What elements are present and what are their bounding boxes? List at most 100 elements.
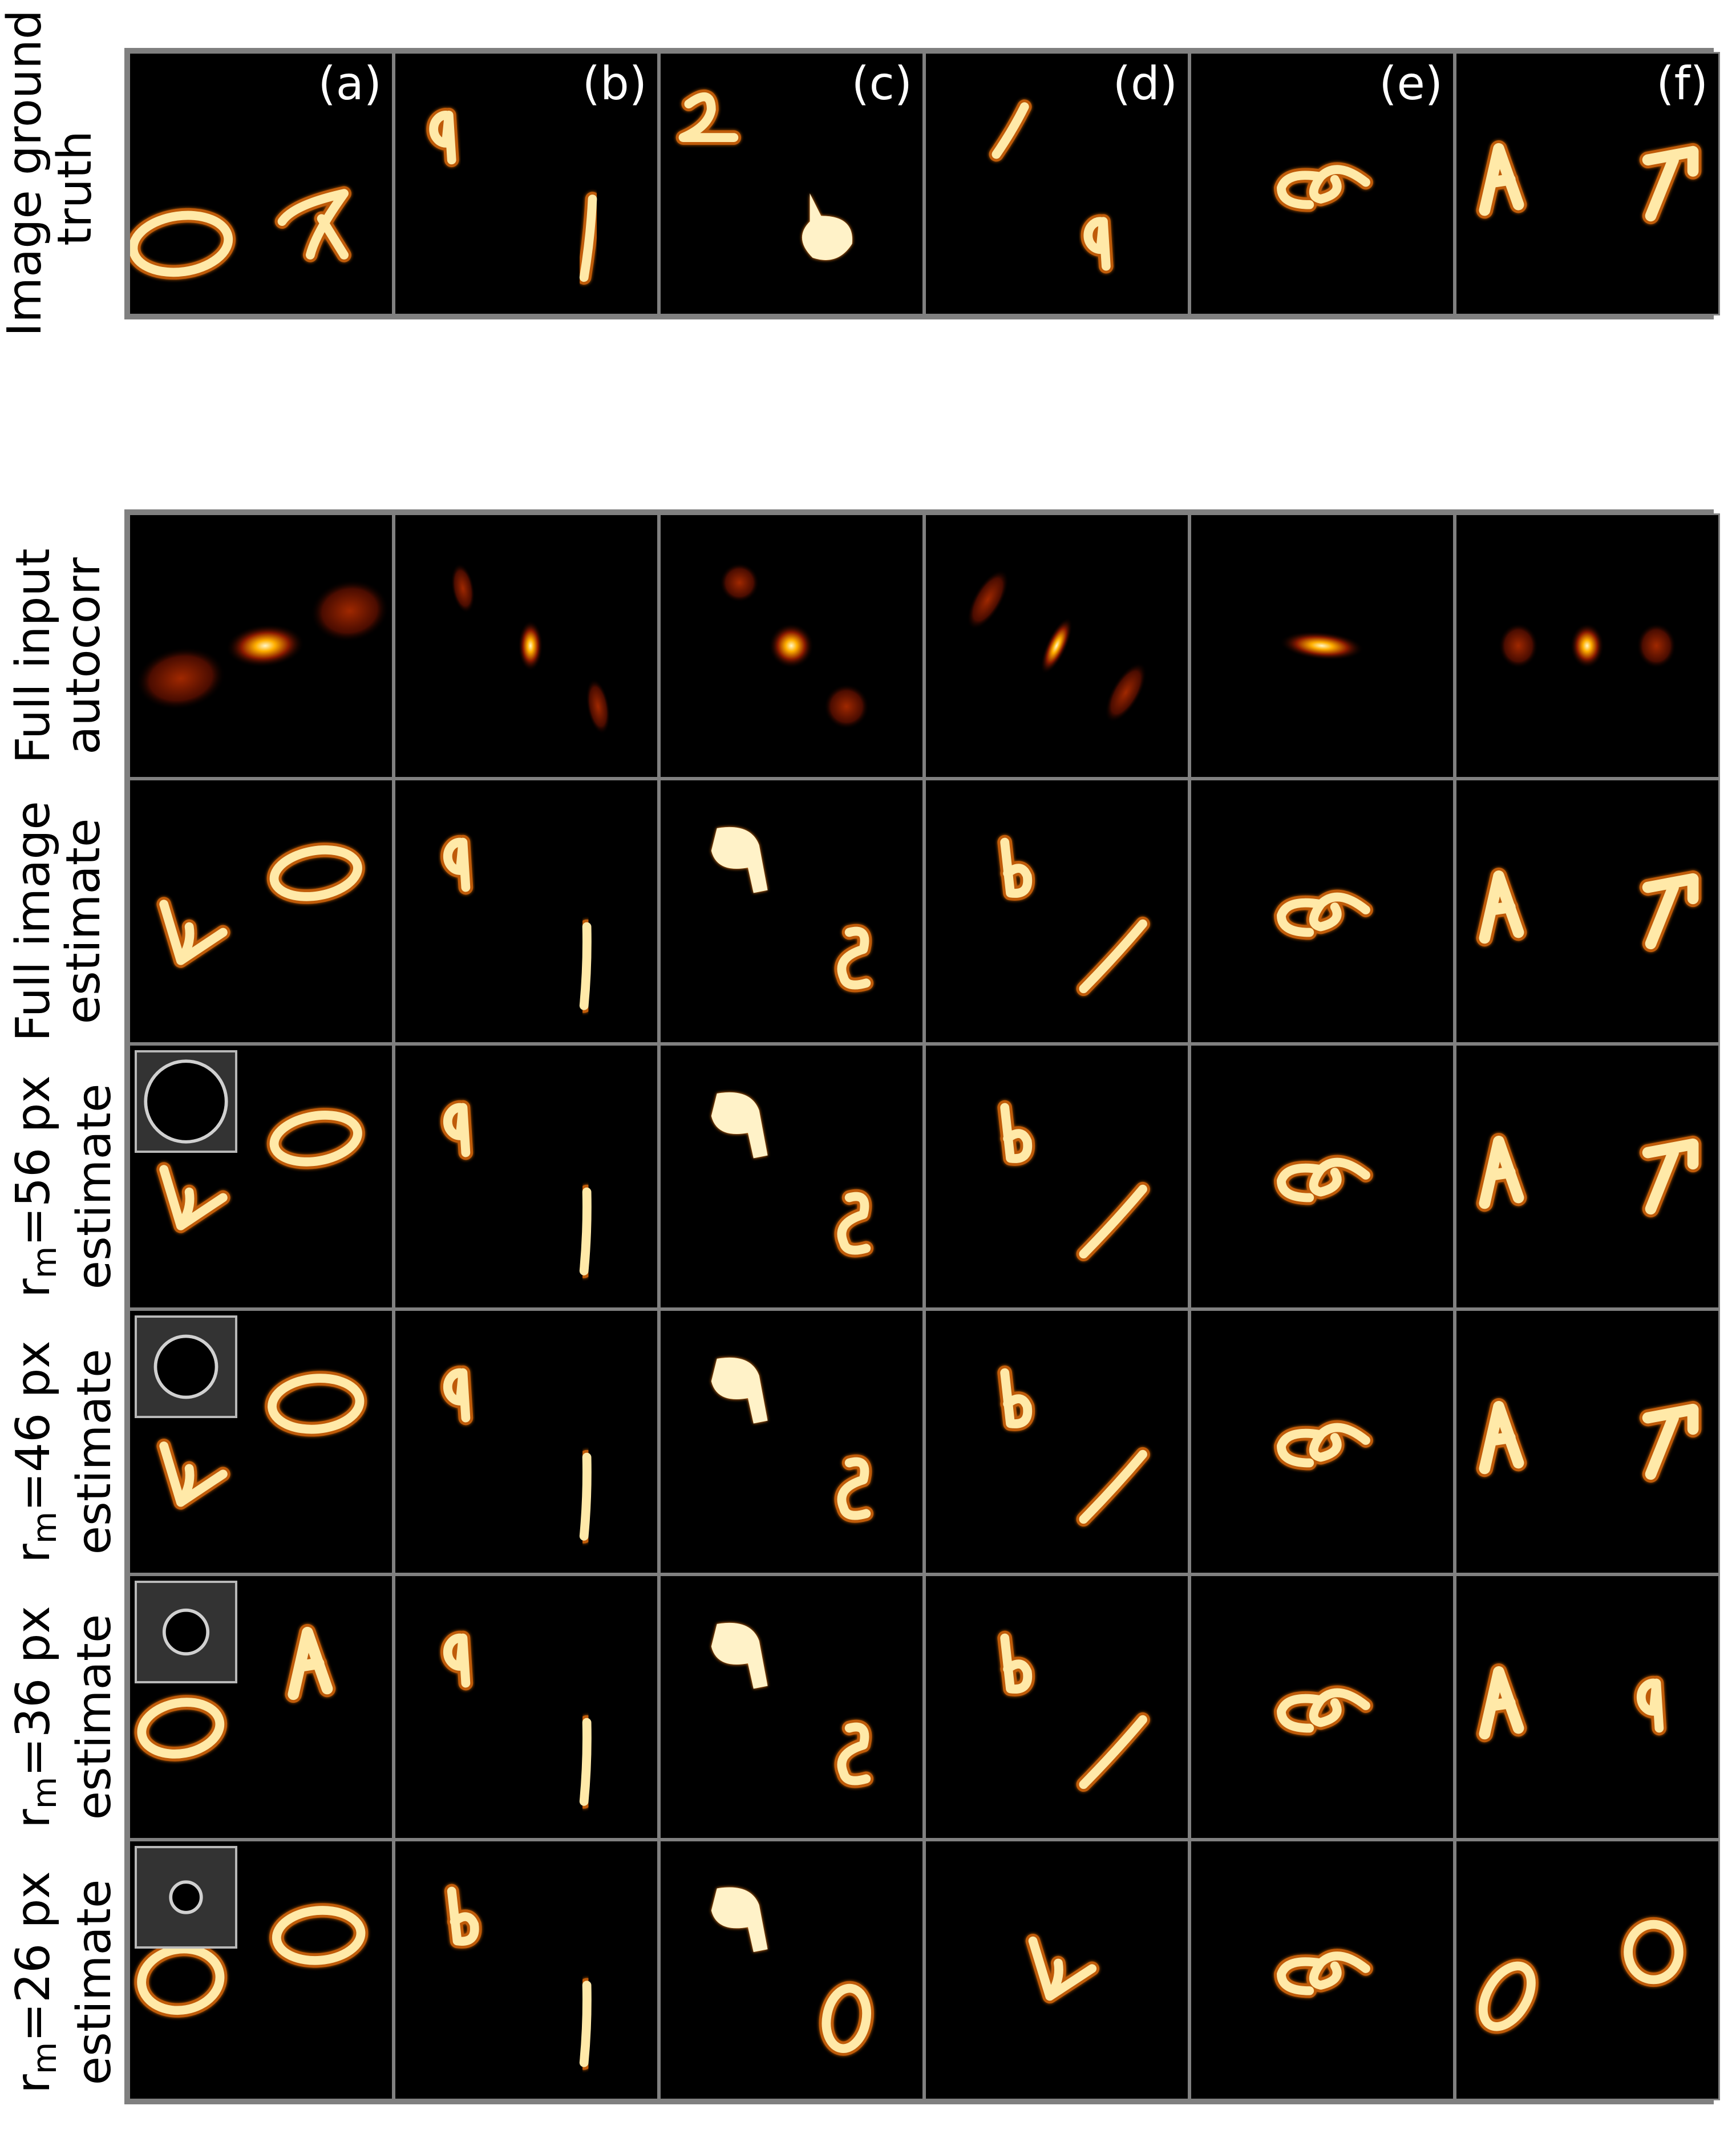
reconstruction-image (1274, 162, 1373, 212)
mask-inset (135, 1315, 237, 1418)
reconstruction-image (440, 1365, 594, 1544)
reconstruction-image (440, 1630, 594, 1809)
cell-r26-a (128, 1840, 394, 2100)
cell-autocorr-b (394, 513, 659, 779)
panel-label: (f) (1656, 57, 1708, 110)
reconstruction-image (1274, 1420, 1373, 1471)
cell-r46-e (1189, 1309, 1455, 1574)
cell-ground_truth-b: (b) (394, 52, 659, 315)
reconstruction-image (156, 1371, 367, 1510)
panel-label: (b) (582, 57, 647, 110)
panel-label: (d) (1112, 57, 1177, 110)
reconstruction-image (134, 1903, 369, 2018)
reconstruction-image (711, 1357, 874, 1523)
reconstruction-image (426, 108, 600, 285)
cell-r56-c (659, 1044, 924, 1309)
reconstruction-image (1025, 1933, 1100, 2004)
reconstruction-image (136, 580, 389, 710)
reconstruction-image (1476, 140, 1702, 225)
row-label-r56: rm=56 px estimate (6, 1075, 122, 1298)
reconstruction-image (711, 1622, 874, 1788)
cell-ground_truth-c: (c) (659, 52, 924, 315)
cell-full_estimate-c (659, 779, 924, 1044)
cell-autocorr-c (659, 513, 924, 779)
reconstruction-image (156, 843, 365, 968)
cell-r36-a (128, 1574, 394, 1840)
cell-autocorr-d (924, 513, 1189, 779)
cell-r56-e (1189, 1044, 1455, 1309)
reconstruction-image (997, 1100, 1150, 1262)
reconstruction-image (1475, 1917, 1686, 2034)
cell-ground_truth-e: (e) (1189, 52, 1455, 315)
reconstruction-image (719, 562, 869, 730)
row-label-autocorr: Full input autocorr (6, 548, 111, 764)
row-label-full-estimate: Full image estimate (6, 801, 111, 1042)
reconstruction-image (156, 1108, 365, 1233)
reconstruction-image (711, 1092, 874, 1258)
reconstruction-image (440, 835, 594, 1013)
cell-full_estimate-b (394, 779, 659, 1044)
cell-r46-d (924, 1309, 1189, 1574)
reconstruction-image (1476, 1133, 1702, 1218)
reconstruction-image (967, 569, 1147, 723)
reconstruction-image (1476, 868, 1702, 953)
reconstruction-image (451, 563, 610, 735)
reconstruction-image (1274, 1155, 1373, 1205)
reconstruction-image (1274, 889, 1373, 940)
cell-ground_truth-a: (a) (128, 52, 394, 315)
cell-r56-b (394, 1044, 659, 1309)
reconstruction-image (997, 835, 1150, 997)
cell-r36-b (394, 1574, 659, 1840)
reconstruction-image (997, 1365, 1150, 1527)
reconstruction-image (989, 99, 1114, 274)
cell-full_estimate-d (924, 779, 1189, 1044)
reconstruction-image (1280, 631, 1364, 661)
reconstruction-image (1274, 1685, 1373, 1736)
cell-r26-f (1455, 1840, 1720, 2100)
cell-full_estimate-e (1189, 779, 1455, 1044)
cell-r56-f (1455, 1044, 1720, 1309)
reconstruction-image (711, 1887, 874, 2056)
row-label-r46: rm=46 px estimate (6, 1341, 122, 1563)
reconstruction-image (134, 1623, 336, 1762)
reconstruction-image (130, 186, 351, 280)
reconstruction-image (1499, 623, 1676, 669)
cell-full_estimate-f (1455, 779, 1720, 1044)
cell-r26-b (394, 1840, 659, 2100)
cell-r46-c (659, 1309, 924, 1574)
cell-r56-d (924, 1044, 1189, 1309)
cell-r26-d (924, 1840, 1189, 2100)
panel-label: (e) (1379, 57, 1443, 110)
cell-r56-a (128, 1044, 394, 1309)
reconstruction-image (997, 1630, 1150, 1792)
cell-r26-e (1189, 1840, 1455, 2100)
cell-ground_truth-d: (d) (924, 52, 1189, 315)
cell-autocorr-a (128, 513, 394, 779)
cell-autocorr-f (1455, 513, 1720, 779)
reconstruction-image (1476, 1398, 1702, 1483)
reconstruction-image (440, 1100, 594, 1278)
cell-full_estimate-a (128, 779, 394, 1044)
reconstruction-image (444, 1884, 594, 2070)
row-label-r26: rm=26 px estimate (6, 1871, 122, 2093)
reconstruction-image (711, 827, 874, 993)
cell-r26-c (659, 1840, 924, 2100)
cell-r46-b (394, 1309, 659, 1574)
mask-inset (135, 1581, 237, 1683)
row-label-r36: rm=36 px estimate (6, 1606, 122, 1828)
mask-inset (135, 1846, 237, 1949)
cell-ground_truth-f: (f) (1455, 52, 1720, 315)
reconstruction-image (1476, 1663, 1667, 1743)
reconstruction-image (675, 90, 852, 260)
mask-inset (135, 1050, 237, 1153)
reconstruction-image (1274, 1949, 1373, 1998)
cell-r46-a (128, 1309, 394, 1574)
cell-r36-d (924, 1574, 1189, 1840)
panel-label: (c) (851, 57, 912, 110)
row-label-ground-truth: Image ground truth (0, 10, 102, 337)
cell-r36-e (1189, 1574, 1455, 1840)
cell-autocorr-e (1189, 513, 1455, 779)
cell-r36-c (659, 1574, 924, 1840)
panel-label: (a) (318, 57, 382, 110)
